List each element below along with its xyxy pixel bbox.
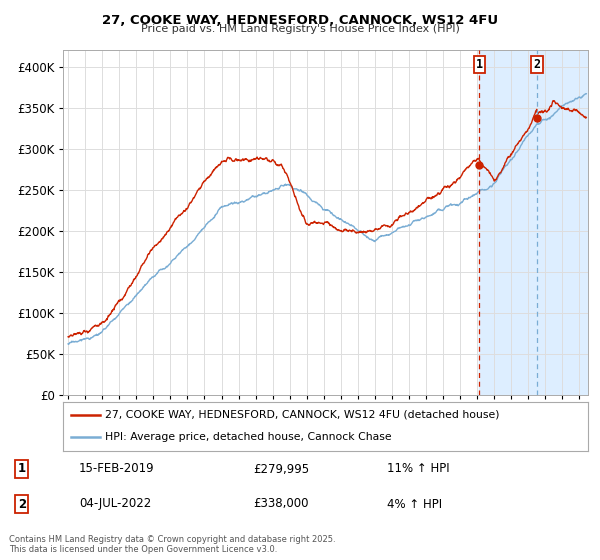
Text: Price paid vs. HM Land Registry's House Price Index (HPI): Price paid vs. HM Land Registry's House …	[140, 24, 460, 34]
Text: 27, COOKE WAY, HEDNESFORD, CANNOCK, WS12 4FU (detached house): 27, COOKE WAY, HEDNESFORD, CANNOCK, WS12…	[105, 410, 499, 420]
Text: 27, COOKE WAY, HEDNESFORD, CANNOCK, WS12 4FU: 27, COOKE WAY, HEDNESFORD, CANNOCK, WS12…	[102, 14, 498, 27]
Text: 1: 1	[18, 463, 26, 475]
Text: 2: 2	[18, 497, 26, 511]
Text: 2: 2	[533, 58, 541, 71]
Text: 04-JUL-2022: 04-JUL-2022	[79, 497, 151, 511]
Text: £279,995: £279,995	[253, 463, 310, 475]
Text: 1: 1	[476, 58, 483, 71]
Text: £338,000: £338,000	[253, 497, 309, 511]
Text: 15-FEB-2019: 15-FEB-2019	[79, 463, 154, 475]
Bar	[479, 50, 588, 395]
Text: Contains HM Land Registry data © Crown copyright and database right 2025.
This d: Contains HM Land Registry data © Crown c…	[9, 535, 335, 554]
Text: HPI: Average price, detached house, Cannock Chase: HPI: Average price, detached house, Cann…	[105, 432, 392, 442]
Text: 11% ↑ HPI: 11% ↑ HPI	[388, 463, 450, 475]
Text: 4% ↑ HPI: 4% ↑ HPI	[388, 497, 442, 511]
